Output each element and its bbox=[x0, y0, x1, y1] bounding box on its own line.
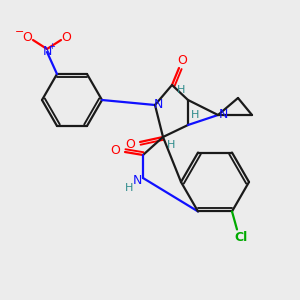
Text: +: + bbox=[49, 41, 56, 50]
Text: O: O bbox=[110, 143, 120, 157]
Text: H: H bbox=[191, 110, 199, 120]
Text: O: O bbox=[125, 139, 135, 152]
Text: N: N bbox=[42, 44, 52, 58]
Text: H: H bbox=[177, 85, 185, 95]
Text: H: H bbox=[167, 140, 175, 150]
Text: H: H bbox=[125, 183, 133, 193]
Text: O: O bbox=[22, 31, 32, 44]
Text: N: N bbox=[218, 109, 228, 122]
Text: Cl: Cl bbox=[234, 231, 248, 244]
Text: O: O bbox=[61, 31, 71, 44]
Text: N: N bbox=[132, 175, 142, 188]
Text: O: O bbox=[177, 55, 187, 68]
Text: −: − bbox=[15, 27, 25, 37]
Text: N: N bbox=[153, 98, 163, 110]
